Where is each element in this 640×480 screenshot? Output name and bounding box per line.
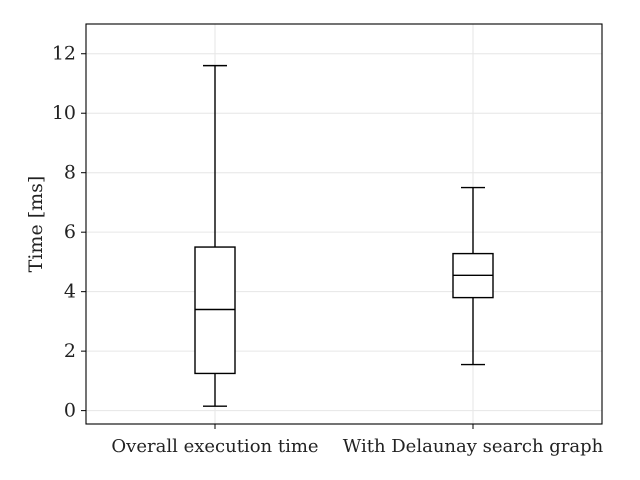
y-axis-ticks: 0 2 4 6 8 10 12 bbox=[52, 43, 86, 422]
y-tick-label: 6 bbox=[64, 221, 76, 243]
y-tick-label: 8 bbox=[64, 162, 76, 184]
box-2 bbox=[452, 186, 494, 366]
x-axis-ticks: Overall execution time With Delaunay sear… bbox=[111, 424, 604, 457]
box-plot-boxes bbox=[194, 64, 494, 407]
grid-lines bbox=[86, 24, 602, 424]
y-tick-label: 10 bbox=[52, 102, 76, 124]
plot-frame bbox=[85, 23, 603, 425]
y-tick-label: 4 bbox=[64, 281, 76, 303]
x-tick-label: With Delaunay search graph bbox=[343, 436, 604, 457]
x-tick-label: Overall execution time bbox=[111, 436, 318, 457]
y-axis-title: Time [ms] bbox=[25, 176, 47, 273]
y-tick-label: 12 bbox=[52, 43, 76, 65]
y-tick-label: 2 bbox=[64, 340, 76, 362]
iqr-box bbox=[194, 246, 236, 375]
y-tick-label: 0 bbox=[64, 400, 76, 422]
box-1 bbox=[194, 64, 236, 407]
